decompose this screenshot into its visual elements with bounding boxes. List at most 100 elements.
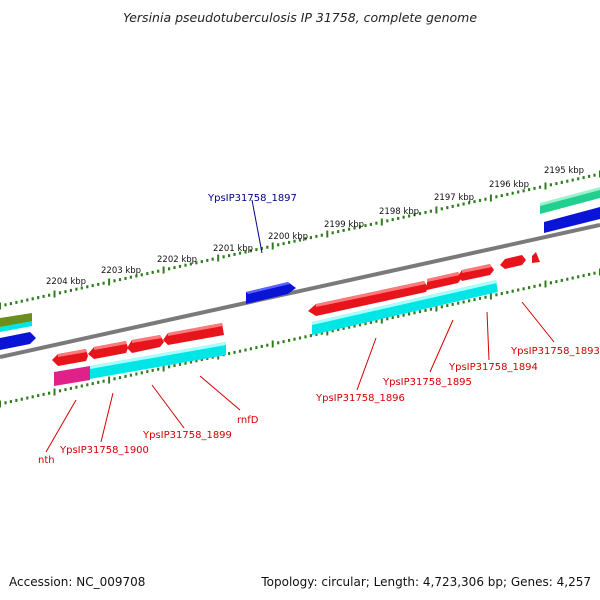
label-nth[interactable]: nth: [38, 455, 55, 466]
scale-label-2204: 2204 kbp: [46, 277, 86, 287]
inner-scale-minor-tick: [168, 365, 171, 369]
inner-scale-ticks: [0, 268, 600, 408]
outer-scale-minor-tick: [86, 285, 89, 289]
inner-scale-minor-tick: [386, 317, 389, 321]
feature-red-rnfd[interactable]: [163, 323, 224, 345]
outer-scale-minor-tick: [375, 221, 378, 225]
feature-seagreen-topright[interactable]: [540, 187, 600, 214]
outer-scale-minor-tick: [517, 190, 520, 194]
outer-scale-minor-tick: [64, 290, 67, 294]
inner-scale-minor-tick: [233, 350, 236, 354]
outer-scale-major-tick: [162, 266, 165, 274]
outer-scale-minor-tick: [582, 176, 585, 180]
label-ypsip31758-1894[interactable]: YpsIP31758_1894: [448, 362, 538, 373]
inner-scale-minor-tick: [26, 396, 29, 400]
label-ypsip31758-1896[interactable]: YpsIP31758_1896: [315, 393, 405, 404]
outer-scale-minor-tick: [337, 230, 340, 234]
feature-red-1895[interactable]: [427, 272, 462, 290]
inner-scale-major-tick: [0, 400, 1, 408]
inner-scale-minor-tick: [129, 373, 132, 377]
outer-scale-minor-tick: [15, 300, 18, 304]
outer-scale-minor-tick: [397, 216, 400, 220]
inner-scale-minor-tick: [511, 289, 514, 293]
outer-scale-minor-tick: [42, 294, 45, 298]
outer-scale-major-tick: [53, 290, 56, 298]
outer-scale-minor-tick: [282, 242, 285, 246]
inner-scale-minor-tick: [429, 307, 432, 311]
feature-olive-left[interactable]: [0, 313, 32, 327]
outer-scale-minor-tick: [195, 261, 198, 265]
inner-scale-minor-tick: [315, 332, 318, 336]
feature-red-1894[interactable]: [458, 264, 494, 281]
outer-scale-minor-tick: [342, 228, 345, 232]
label-rnfd[interactable]: rnfD: [237, 415, 259, 426]
feature-red-nth[interactable]: [52, 349, 88, 366]
inner-scale-minor-tick: [402, 313, 405, 317]
inner-scale-minor-tick: [31, 395, 34, 399]
outer-scale-minor-tick: [31, 297, 34, 301]
label-ypsip31758-1893[interactable]: YpsIP31758_1893: [510, 346, 600, 357]
inner-scale-minor-tick: [173, 364, 176, 368]
outer-scale-minor-tick: [75, 287, 78, 291]
label-ypsip31758-1897[interactable]: YpsIP31758_1897: [207, 193, 297, 204]
feature-red-1899[interactable]: [127, 335, 164, 353]
inner-scale-minor-tick: [413, 311, 416, 315]
feature-ypsip31758-1897[interactable]: [246, 282, 296, 304]
inner-scale-minor-tick: [97, 380, 100, 384]
outer-scale-minor-tick: [184, 263, 187, 267]
outer-scale-minor-tick: [211, 257, 214, 261]
outer-scale-minor-tick: [309, 236, 312, 240]
outer-scale-minor-tick: [26, 298, 29, 302]
inner-scale-minor-tick: [577, 275, 580, 279]
feature-cyan-left-cluster[interactable]: [90, 342, 226, 379]
feature-red-1896[interactable]: [308, 281, 428, 316]
inner-scale-major-tick: [162, 364, 165, 372]
outer-scale-minor-tick: [277, 243, 280, 247]
inner-scale-minor-tick: [446, 304, 449, 308]
leader-nth: [45, 399, 77, 453]
inner-scale-minor-tick: [358, 323, 362, 327]
label-ypsip31758-1895[interactable]: YpsIP31758_1895: [382, 377, 472, 388]
outer-scale-minor-tick: [48, 293, 51, 297]
feature-blue-left[interactable]: [0, 332, 36, 350]
inner-scale-minor-tick: [293, 337, 296, 341]
inner-scale-minor-tick: [124, 374, 127, 378]
outer-scale-minor-tick: [146, 272, 149, 276]
feature-blue-topright[interactable]: [544, 207, 600, 233]
map-title: Yersinia pseudotuberculosis IP 31758, co…: [122, 10, 478, 25]
outer-scale-minor-tick: [555, 182, 558, 186]
label-ypsip31758-1900[interactable]: YpsIP31758_1900: [59, 445, 149, 456]
outer-scale-minor-tick: [424, 210, 427, 214]
inner-scale-minor-tick: [457, 301, 460, 305]
feature-red-1900[interactable]: [88, 341, 128, 359]
outer-scale-minor-tick: [533, 186, 536, 190]
feature-red-1893a[interactable]: [500, 255, 526, 269]
outer-scale-minor-tick: [228, 254, 231, 258]
genome-backbone: [0, 223, 600, 359]
outer-scale-minor-tick: [386, 219, 389, 223]
inner-scale-minor-tick: [15, 398, 18, 402]
inner-scale-minor-tick: [118, 376, 122, 380]
inner-scale-minor-tick: [91, 382, 94, 386]
inner-scale-minor-tick: [582, 274, 585, 278]
feature-cyan-right[interactable]: [312, 280, 498, 335]
inner-scale-minor-tick: [320, 331, 323, 335]
feature-red-1893b[interactable]: [532, 252, 540, 263]
outer-scale-major-tick: [544, 182, 547, 190]
inner-scale-minor-tick: [468, 299, 471, 303]
outer-scale-major-tick: [271, 242, 274, 250]
outer-scale-minor-tick: [528, 188, 531, 192]
scale-label-2199: 2199 kbp: [324, 220, 364, 230]
outer-scale-minor-tick: [20, 299, 23, 303]
label-ypsip31758-1899[interactable]: YpsIP31758_1899: [142, 430, 232, 441]
outer-scale-minor-tick: [244, 250, 247, 254]
inner-scale-minor-tick: [58, 389, 62, 393]
feature-cyan-left[interactable]: [0, 321, 32, 332]
inner-scale-minor-tick: [424, 308, 427, 312]
outer-scale-minor-tick: [91, 284, 94, 288]
outer-scale-minor-tick: [500, 194, 503, 198]
feature-magenta-left[interactable]: [54, 366, 90, 386]
outer-scale-minor-tick: [462, 202, 465, 206]
inner-scale-minor-tick: [353, 324, 356, 328]
